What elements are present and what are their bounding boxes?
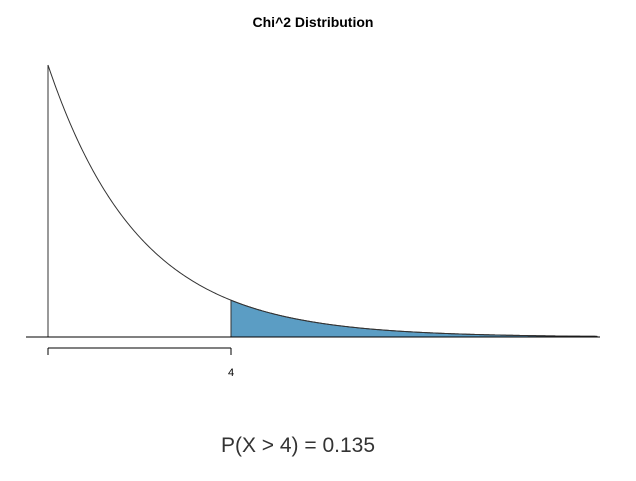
density-curve: [47, 64, 598, 337]
x-axis: 4: [47, 347, 234, 379]
shaded-tail-area: [230, 299, 598, 338]
probability-annotation: P(X > 4) = 0.135: [221, 434, 375, 457]
chart-title: Chi^2 Distribution: [253, 14, 374, 30]
x-tick-label-4: 4: [228, 367, 234, 379]
